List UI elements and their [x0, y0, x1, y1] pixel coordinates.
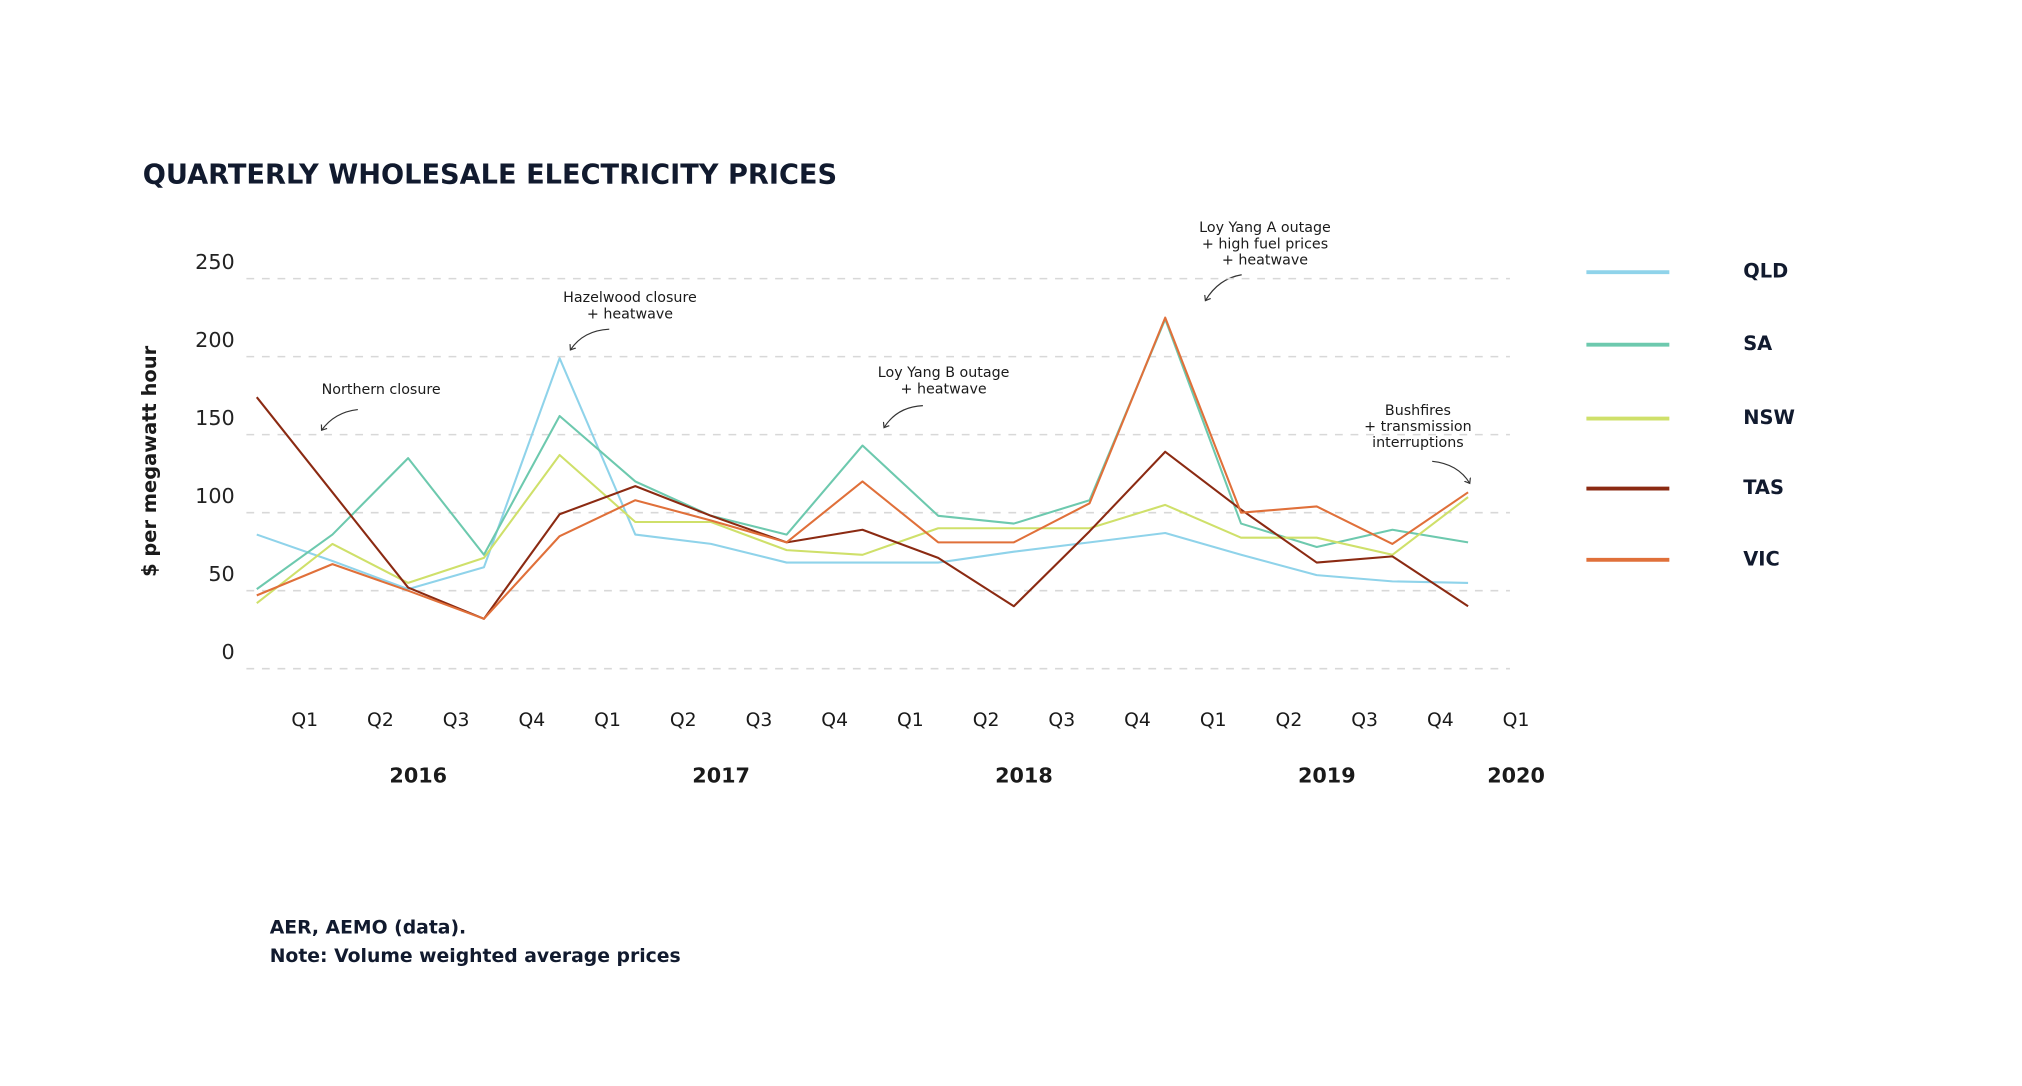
- y-tick-label: 150: [195, 406, 235, 430]
- legend-label: QLD: [1743, 260, 1788, 283]
- annotation: + heatwave: [587, 306, 673, 322]
- x-tick-label: Q1: [594, 710, 621, 731]
- x-tick-label: Q1: [1200, 710, 1227, 731]
- x-tick-label: Q1: [897, 710, 924, 731]
- y-tick-label: 250: [195, 250, 235, 274]
- year-label: 2018: [995, 763, 1053, 787]
- annotation: Bushfires: [1385, 403, 1451, 419]
- x-tick-label: Q1: [291, 710, 318, 731]
- x-tick-label: Q2: [1276, 710, 1303, 731]
- x-tick-label: Q4: [518, 710, 545, 731]
- annotation: + high fuel prices: [1202, 236, 1328, 252]
- series-line: [256, 453, 1469, 604]
- year-separators: [563, 684, 1474, 763]
- year-label: 2016: [389, 763, 447, 787]
- year-label: 2017: [692, 763, 750, 787]
- x-tick-label: Q3: [1351, 710, 1378, 731]
- annotation: Hazelwood closure: [563, 290, 697, 306]
- x-tick-label: Q2: [670, 710, 697, 731]
- annotation: Loy Yang A outage: [1199, 220, 1331, 236]
- x-tick-label: Q3: [443, 710, 470, 731]
- x-tick-label: Q2: [973, 710, 1000, 731]
- annotation: + transmission: [1364, 419, 1472, 435]
- series-line: [256, 318, 1469, 590]
- year-label: 2020: [1487, 763, 1545, 787]
- annotation-arrows: [322, 274, 1470, 484]
- x-tick-label: Q1: [1503, 710, 1530, 731]
- legend-label: VIC: [1743, 547, 1780, 570]
- legend-label: SA: [1743, 332, 1772, 355]
- x-tick-label: Q3: [746, 710, 773, 731]
- chart-title: QUARTERLY WHOLESALE ELECTRICITY PRICES: [143, 160, 837, 191]
- y-tick-label: 200: [195, 328, 235, 352]
- series-line: [256, 357, 1469, 591]
- y-tick-label: 0: [222, 640, 235, 664]
- y-tick-label: 50: [208, 562, 234, 586]
- x-tick-label: Q4: [1124, 710, 1151, 731]
- annotation: interruptions: [1372, 435, 1464, 451]
- year-label: 2019: [1298, 763, 1356, 787]
- legend-label: NSW: [1743, 406, 1795, 429]
- annotation: + heatwave: [1222, 252, 1308, 268]
- x-tick-label: Q4: [1427, 710, 1454, 731]
- x-tick-label: Q2: [367, 710, 394, 731]
- y-tick-label: 100: [195, 484, 235, 508]
- x-tick-label: Q3: [1048, 710, 1075, 731]
- x-tick-label: Q4: [821, 710, 848, 731]
- y-axis-label: $ per megawatt hour: [138, 345, 161, 576]
- annotation: Northern closure: [322, 382, 441, 398]
- annotation: + heatwave: [901, 381, 987, 397]
- source-note: Note: Volume weighted average prices: [270, 946, 681, 967]
- annotation: Loy Yang B outage: [878, 365, 1010, 381]
- series-line: [256, 316, 1469, 620]
- source-note: AER, AEMO (data).: [270, 917, 466, 938]
- legend-label: TAS: [1743, 476, 1784, 499]
